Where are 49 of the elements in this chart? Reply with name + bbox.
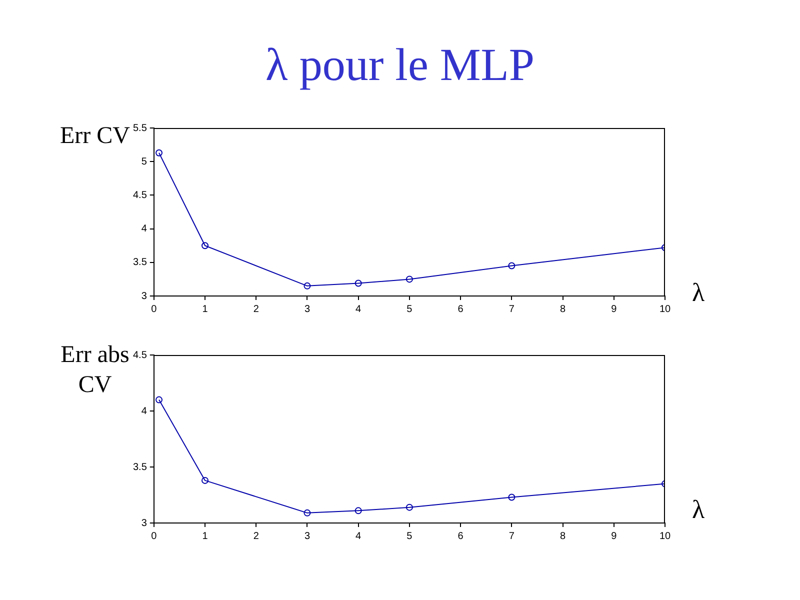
x-tick-label: 2 [253,304,260,315]
x-tick-label: 8 [560,530,566,542]
point [508,494,516,501]
x-axis-title: λ [692,278,705,308]
x-tick-label: 1 [202,304,208,315]
y-tick-label: 3 [141,290,148,302]
x-tick-label: 9 [611,530,618,542]
y-tick-label: 4.5 [132,350,148,361]
x-tick-label: 8 [560,304,566,315]
y-tick-label: 3 [141,518,148,529]
y-axis-title: Err abs CV [60,342,130,398]
y-tick-label: 4 [141,224,148,235]
point [354,280,362,287]
x-tick-label: 9 [611,304,618,315]
point [354,507,362,514]
point [304,282,311,290]
y-tick-label: 4 [141,406,148,417]
point [406,276,413,283]
x-tick-label: 0 [151,530,158,542]
x-tick-label: 5 [406,530,413,542]
chart-title: λ pour le MLP [264,38,536,91]
x-tick-label: 10 [659,304,671,315]
point [406,504,413,511]
y-tick-label: 5 [141,156,148,168]
x-tick-label: 2 [253,530,260,542]
y-axis-title: Err CV [60,123,130,149]
x-tick-label: 3 [304,304,310,315]
x-tick-label: 6 [458,530,464,542]
x-tick-label: 6 [458,304,464,315]
point [202,476,209,484]
y-tick-label: 4.5 [132,190,148,201]
x-tick-label: 7 [508,304,515,315]
point [202,242,209,250]
point [156,149,163,156]
point [508,262,516,270]
x-tick-label: 3 [304,530,310,542]
x-tick-label: 10 [659,530,671,542]
x-tick-label: 4 [356,304,362,315]
x-tick-label: 7 [508,530,515,542]
x-tick-label: 0 [151,304,158,315]
y-tick-label: 3.5 [132,462,148,473]
point [156,396,163,404]
point [304,509,311,516]
x-axis-title: λ [692,495,705,525]
x-tick-label: 4 [356,530,362,542]
y-tick-label: 5.5 [132,122,148,134]
x-tick-label: 1 [202,530,208,542]
y-tick-label: 3.5 [132,257,148,268]
x-tick-label: 5 [406,304,413,315]
